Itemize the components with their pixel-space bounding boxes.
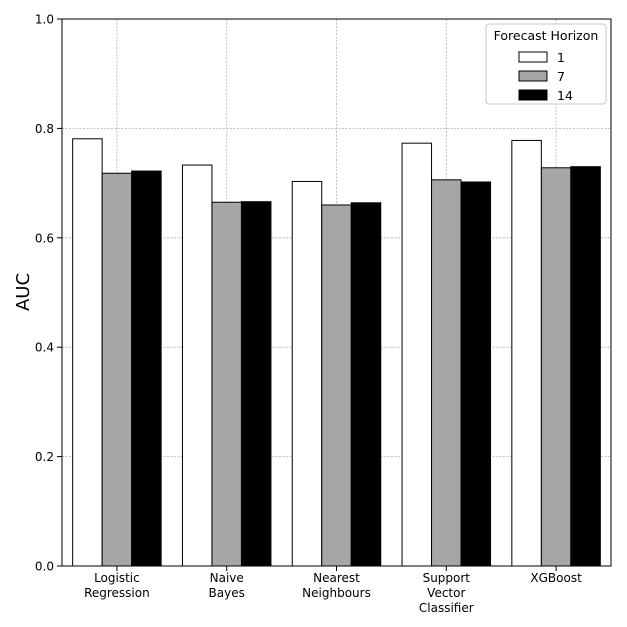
bar-14-2 xyxy=(350,202,382,567)
x-tick-label-line: Nearest xyxy=(313,571,360,585)
y-tick-label: 0.8 xyxy=(35,122,54,136)
x-tick-label-line: Bayes xyxy=(209,586,245,600)
y-tick-label: 0.0 xyxy=(35,560,54,574)
legend-label-1: 1 xyxy=(557,50,565,65)
x-tick-label-line: Vector xyxy=(427,586,465,600)
y-tick-label: 1.0 xyxy=(35,13,54,27)
x-tick-label-line: Classifier xyxy=(419,601,474,615)
legend-swatch-7 xyxy=(518,70,548,82)
y-tick-label: 0.4 xyxy=(35,341,54,355)
legend-box xyxy=(485,23,607,105)
bar-14-4 xyxy=(570,166,601,567)
bar-7-3 xyxy=(431,179,462,567)
legend-swatch-1 xyxy=(518,51,548,63)
x-tick-label: Support Vector Classifier xyxy=(419,571,474,615)
y-tick-label: 0.6 xyxy=(35,231,54,245)
legend: Forecast Horizon 1 7 14 xyxy=(485,23,607,105)
x-tick-label-line: XGBoost xyxy=(530,571,582,585)
bar-7-1 xyxy=(211,201,242,567)
y-tick-label: 0.2 xyxy=(35,450,54,464)
legend-label-14: 14 xyxy=(557,88,573,103)
bar-7-0 xyxy=(101,172,133,567)
bar-1-4 xyxy=(511,139,542,567)
bar-14-1 xyxy=(240,201,272,567)
x-tick-label: Logistic Regression xyxy=(84,571,150,600)
bar-1-0 xyxy=(72,138,103,567)
legend-title: Forecast Horizon xyxy=(494,28,599,43)
y-axis-label: AUC xyxy=(13,273,34,311)
bar-1-3 xyxy=(401,142,433,567)
x-tick-label-line: Neighbours xyxy=(302,586,371,600)
bar-14-3 xyxy=(460,181,492,567)
x-tick-label: Nearest Neighbours xyxy=(302,571,371,600)
bar-7-2 xyxy=(321,204,352,567)
bar-7-4 xyxy=(540,167,572,567)
legend-label-7: 7 xyxy=(557,69,565,84)
x-tick-label-line: Regression xyxy=(84,586,150,600)
bar-1-1 xyxy=(181,164,213,567)
x-tick-label-line: Support xyxy=(423,571,471,585)
x-tick-label: Naive Bayes xyxy=(209,571,245,600)
bar-14-0 xyxy=(131,170,162,567)
bar-1-2 xyxy=(291,180,323,567)
legend-swatch-14 xyxy=(518,89,548,101)
x-tick-label-line: Logistic xyxy=(94,571,140,585)
x-tick-label-line: Naive xyxy=(210,571,244,585)
x-tick-label: XGBoost xyxy=(530,571,582,585)
